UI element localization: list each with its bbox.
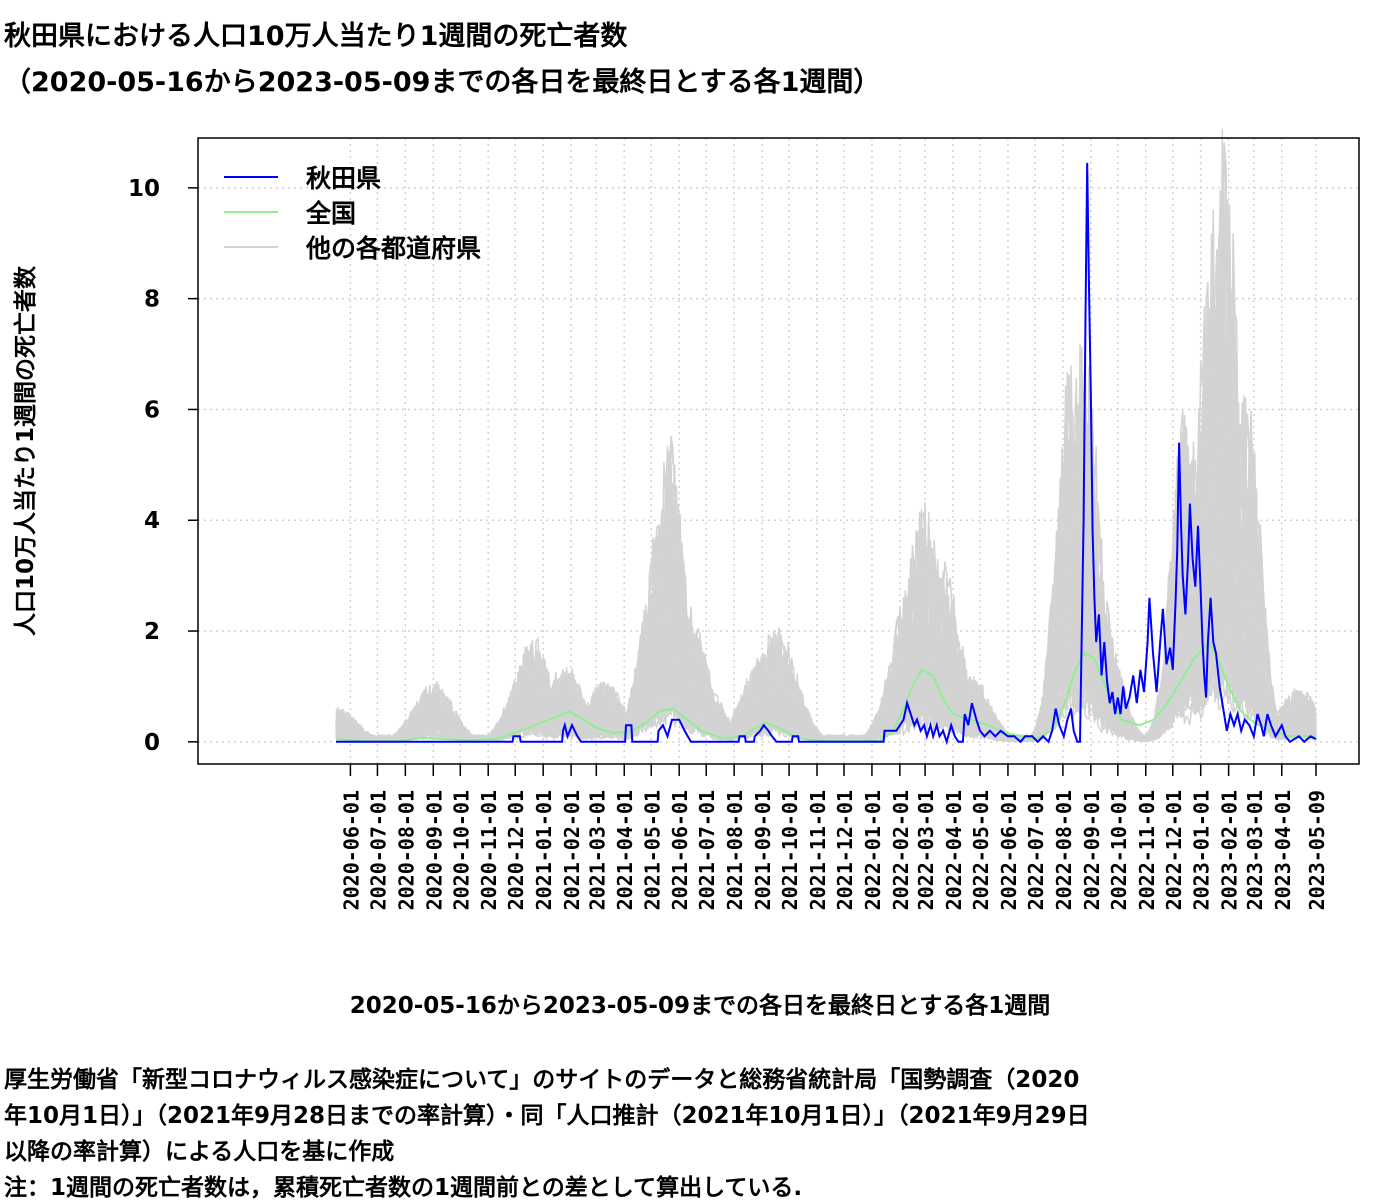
x-tick-label: 2021-06-01	[668, 790, 692, 910]
y-tick-label: 4	[144, 508, 160, 534]
national-line	[335, 640, 1316, 743]
source-note-line-1: 厚生労働省「新型コロナウィルス感染症について」のサイトのデータと総務省統計局「国…	[4, 1067, 1080, 1093]
x-axis: 2020-06-01 2020-07-01 2020-08-01 2020-09-01…	[339, 764, 1329, 910]
y-tick-label: 6	[144, 397, 160, 423]
source-note-line-3: 以降の率計算）による人口を基に作成	[4, 1139, 395, 1165]
x-tick-label: 2022-08-01	[1052, 790, 1076, 910]
chart-subtitle: （2020-05-16から2023-05-09までの各日を最終日とする各1週間）	[4, 67, 881, 98]
x-tick-label: 2022-10-01	[1107, 790, 1131, 910]
x-tick-label: 2021-12-01	[833, 790, 857, 910]
x-tick-label: 2021-03-01	[585, 790, 609, 910]
x-tick-label: 2022-07-01	[1024, 790, 1048, 910]
x-tick-label: 2022-11-01	[1135, 790, 1159, 910]
x-axis-label: 2020-05-16から2023-05-09までの各日を最終日とする各1週間	[349, 993, 1051, 1019]
x-tick-label: 2021-02-01	[560, 790, 584, 910]
x-tick-label: 2021-01-01	[532, 790, 556, 910]
y-tick-label: 10	[128, 176, 160, 202]
x-tick-label: 2023-04-01	[1271, 790, 1295, 910]
y-axis-label: 人口10万人当たり1週間の死亡者数	[12, 265, 39, 636]
y-tick-label: 0	[144, 730, 160, 756]
x-tick-label: 2020-07-01	[366, 790, 390, 910]
x-tick-label: 2023-01-01	[1190, 790, 1214, 910]
footnote: 注：1週間の死亡者数は，累積死亡者数の1週間前との差として算出している.	[4, 1175, 803, 1201]
legend-label: 他の各都道府県	[305, 234, 481, 263]
x-tick-label: 2020-08-01	[394, 790, 418, 910]
y-tick-label: 2	[144, 619, 160, 645]
x-tick-label: 2021-09-01	[751, 790, 775, 910]
x-tick-label: 2020-09-01	[422, 790, 446, 910]
akita-line	[336, 162, 1317, 746]
x-tick-label: 2023-03-01	[1243, 790, 1267, 910]
x-tick-label: 2022-06-01	[997, 790, 1021, 910]
x-tick-label: 2022-05-01	[969, 790, 993, 910]
x-tick-label: 2021-10-01	[778, 790, 802, 910]
source-note-line-2: 年10月1日）」（2021年9月28日までの率計算）・同「人口推計（2021年1…	[4, 1103, 1090, 1129]
gridlines	[198, 138, 1359, 764]
x-tick-label: 2021-07-01	[695, 790, 719, 910]
x-tick-label: 2022-03-01	[914, 790, 938, 910]
x-tick-label: 2022-01-01	[861, 790, 885, 910]
plot-frame	[197, 137, 1360, 765]
legend-label: 秋田県	[306, 164, 381, 193]
y-tick-label: 8	[144, 287, 160, 313]
legend-label: 全国	[305, 199, 356, 228]
chart-title: 秋田県における人口10万人当たり1週間の死亡者数	[4, 21, 628, 52]
x-tick-label: 2021-04-01	[613, 790, 637, 910]
akita-series	[336, 162, 1317, 746]
x-tick-label: 2023-02-01	[1218, 790, 1242, 910]
x-tick-label: 2022-12-01	[1162, 790, 1186, 910]
y-axis: 0 2 4 6 8 10	[128, 176, 198, 756]
x-tick-label: 2023-05-09	[1305, 790, 1329, 910]
x-tick-label: 2020-11-01	[477, 790, 501, 910]
x-tick-label: 2020-12-01	[504, 790, 528, 910]
x-tick-label: 2022-02-01	[889, 790, 913, 910]
other-prefecture-line	[335, 431, 1317, 742]
x-tick-label: 2022-04-01	[942, 790, 966, 910]
x-tick-label: 2020-10-01	[449, 790, 473, 910]
x-tick-label: 2022-09-01	[1080, 790, 1104, 910]
x-tick-label: 2021-05-01	[640, 790, 664, 910]
national-series	[335, 640, 1316, 743]
x-tick-label: 2020-06-01	[339, 790, 363, 910]
x-tick-label: 2021-08-01	[723, 790, 747, 910]
x-tick-label: 2021-11-01	[806, 790, 830, 910]
